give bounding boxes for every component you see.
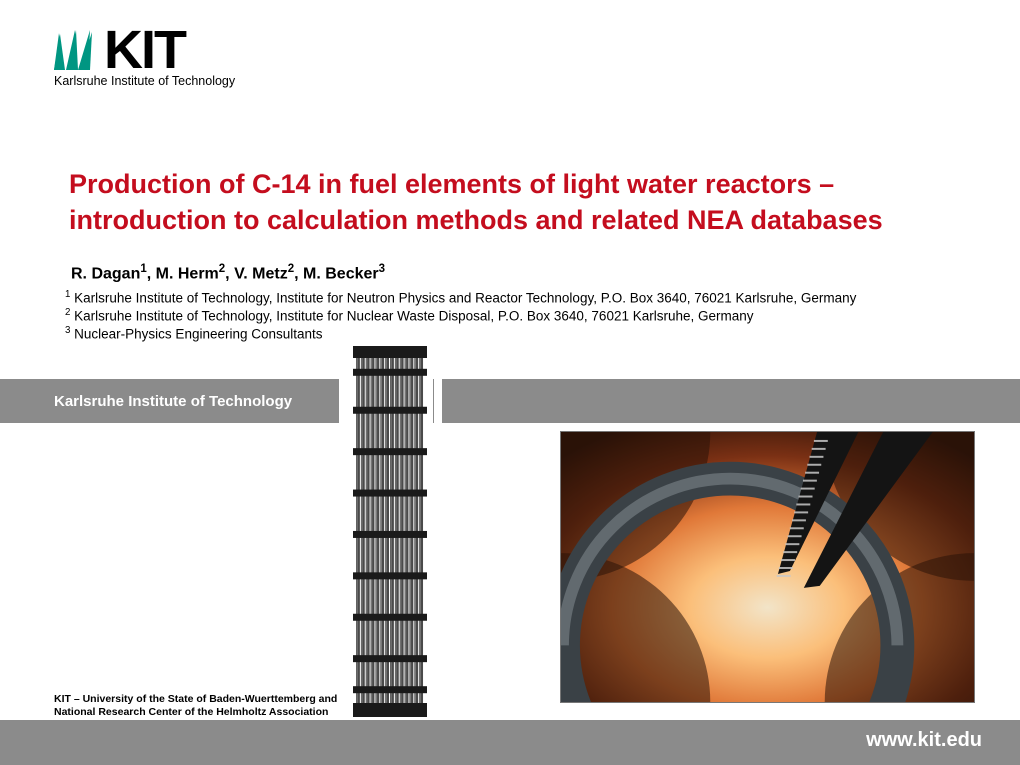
- title-block: Production of C-14 in fuel elements of l…: [69, 167, 980, 238]
- footer-line: KIT – University of the State of Baden-W…: [54, 693, 337, 706]
- authors-line: R. Dagan1, M. Herm2, V. Metz2, M. Becker…: [65, 263, 980, 283]
- banner-gap-right: [434, 379, 442, 423]
- footer-line: National Research Center of the Helmholt…: [54, 706, 337, 719]
- slide-title: Production of C-14 in fuel elements of l…: [69, 167, 980, 238]
- affiliation-line: 1 Karlsruhe Institute of Technology, Ins…: [65, 289, 980, 307]
- footer-affiliation-text: KIT – University of the State of Baden-W…: [54, 693, 337, 719]
- kit-logo-row: KIT: [54, 28, 235, 70]
- banner-text: Karlsruhe Institute of Technology: [54, 393, 292, 410]
- kit-logo-area: KIT Karlsruhe Institute of Technology: [54, 28, 235, 88]
- kit-fan-icon: [54, 28, 100, 70]
- affiliation-line: 2 Karlsruhe Institute of Technology, Ins…: [65, 307, 980, 325]
- kit-logo: KIT Karlsruhe Institute of Technology: [54, 28, 235, 88]
- institution-banner: Karlsruhe Institute of Technology: [0, 379, 1020, 423]
- affiliation-line: 3 Nuclear-Physics Engineering Consultant…: [65, 325, 980, 343]
- fuel-assembly-image: [347, 346, 433, 717]
- affiliations-list: 1 Karlsruhe Institute of Technology, Ins…: [65, 289, 980, 343]
- footer-url: www.kit.edu: [866, 729, 982, 752]
- banner-gap-left: [339, 379, 347, 423]
- kit-letters: KIT: [104, 31, 185, 70]
- kit-subtitle: Karlsruhe Institute of Technology: [54, 74, 235, 88]
- authors-block: R. Dagan1, M. Herm2, V. Metz2, M. Becker…: [65, 263, 980, 343]
- macro-photo-image: [560, 431, 975, 703]
